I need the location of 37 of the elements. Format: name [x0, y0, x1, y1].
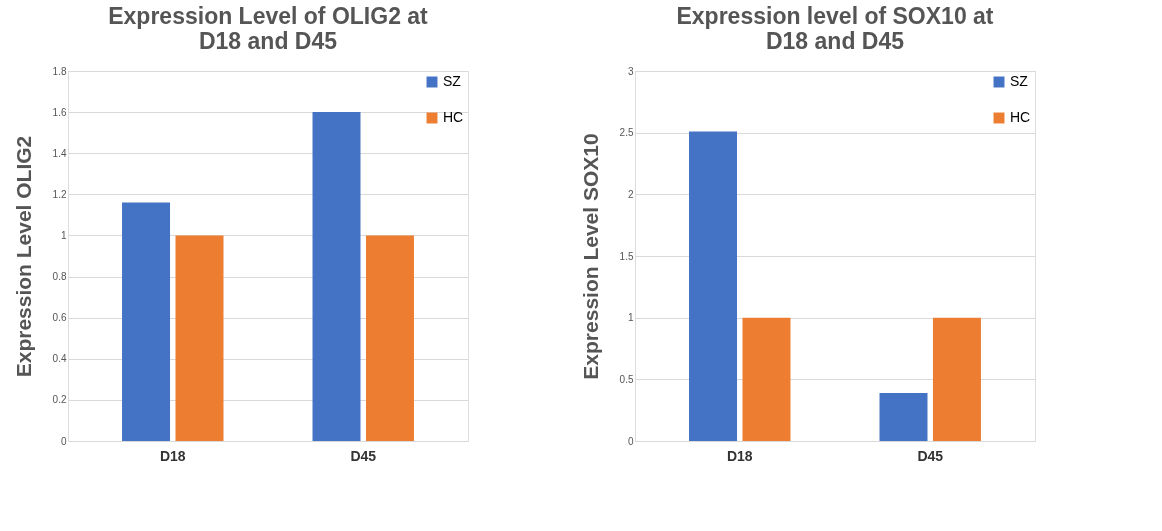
- y-tick-label: 1: [60, 229, 67, 241]
- y-tick-label: 0: [627, 435, 634, 447]
- bar: [175, 235, 224, 441]
- x-tick-label: D18: [726, 447, 753, 464]
- legend-label: HC: [1010, 109, 1031, 125]
- bar: [932, 317, 981, 441]
- y-tick-label: 3: [627, 65, 634, 77]
- bar: [122, 202, 171, 441]
- y-tick-label: 0.8: [52, 271, 67, 283]
- y-tick-label: 2: [627, 188, 634, 200]
- bar: [742, 317, 791, 441]
- x-tick-label: D18: [159, 447, 186, 464]
- bar: [689, 131, 738, 441]
- y-axis-title: Expression Level OLIG2: [11, 135, 35, 378]
- y-tick-label: 1.6: [52, 106, 67, 118]
- y-tick-label: 0.2: [52, 394, 67, 406]
- y-tick-label: 0.4: [52, 353, 67, 365]
- bar: [879, 392, 928, 441]
- chart-title: Expression Level of OLIG2 at D18 and D45: [108, 3, 429, 54]
- legend-label: SZ: [443, 73, 462, 89]
- y-tick-label: 1.2: [52, 188, 67, 200]
- legend-label: HC: [443, 109, 464, 125]
- bar: [365, 235, 414, 441]
- y-tick-label: 0: [60, 435, 67, 447]
- y-tick-label: 1.8: [52, 65, 67, 77]
- y-tick-label: 1.5: [619, 250, 634, 262]
- y-tick-label: 0.5: [619, 373, 634, 385]
- y-tick-label: 2.5: [619, 127, 634, 139]
- x-tick-label: D45: [917, 447, 944, 464]
- legend-label: SZ: [1010, 73, 1029, 89]
- chart-title: Expression level of SOX10 at D18 and D45: [676, 3, 994, 54]
- y-tick-label: 0.6: [52, 312, 67, 324]
- bar: [312, 112, 361, 441]
- y-axis-title: Expression Level SOX10: [578, 133, 602, 380]
- y-tick-label: 1.4: [52, 147, 67, 159]
- x-tick-label: D45: [350, 447, 377, 464]
- y-tick-label: 1: [627, 312, 634, 324]
